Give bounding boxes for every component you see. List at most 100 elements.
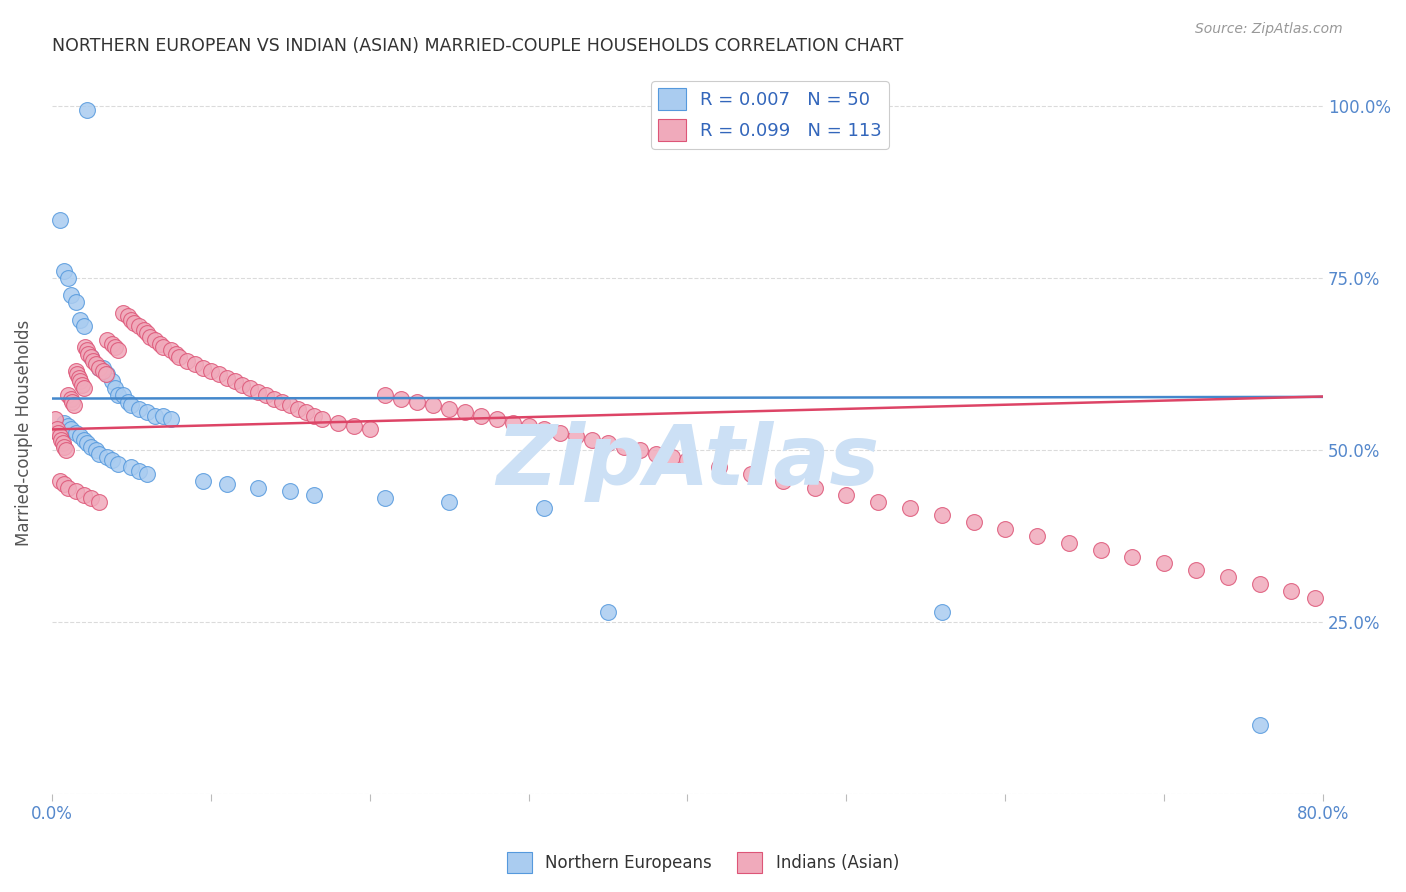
Point [437,494,460,508]
Point [470,409,492,423]
Point [52,436,75,450]
Point [69,375,91,389]
Point [1153,557,1175,571]
Point [63,399,86,413]
Point [136,467,159,482]
Point [224,375,246,389]
Point [48,212,70,227]
Point [65,484,87,499]
Point [56,419,79,434]
Point [215,477,238,491]
Point [117,309,139,323]
Point [613,440,636,454]
Point [565,429,588,443]
Point [176,353,198,368]
Point [740,467,762,482]
Point [1090,542,1112,557]
Point [72,488,94,502]
Point [533,422,555,436]
Point [502,416,524,430]
Point [661,450,683,464]
Point [374,491,396,506]
Point [628,443,651,458]
Point [302,409,325,423]
Point [596,605,619,619]
Point [91,360,114,375]
Y-axis label: Married-couple Households: Married-couple Households [15,319,32,546]
Point [160,412,183,426]
Point [62,395,84,409]
Point [107,457,129,471]
Point [89,446,111,460]
Point [247,481,270,495]
Point [69,429,91,443]
Point [107,388,129,402]
Point [44,412,66,426]
Point [80,440,103,454]
Point [51,433,73,447]
Point [406,395,429,409]
Point [76,436,98,450]
Point [136,405,159,419]
Point [772,474,794,488]
Point [124,316,146,330]
Point [278,399,301,413]
Point [53,477,76,491]
Point [94,368,117,382]
Point [263,392,285,406]
Point [247,384,270,399]
Point [422,399,444,413]
Point [96,368,118,382]
Point [59,392,82,406]
Point [271,395,294,409]
Point [96,333,118,347]
Point [69,312,91,326]
Point [80,491,103,506]
Point [128,464,150,478]
Point [91,364,114,378]
Point [89,360,111,375]
Point [53,440,76,454]
Legend: Northern Europeans, Indians (Asian): Northern Europeans, Indians (Asian) [501,846,905,880]
Point [59,288,82,302]
Point [231,377,253,392]
Point [55,443,77,458]
Point [533,501,555,516]
Text: ZipAtlas: ZipAtlas [496,421,879,502]
Point [149,336,172,351]
Point [104,340,127,354]
Point [207,368,229,382]
Point [326,416,349,430]
Point [76,343,98,358]
Point [70,377,93,392]
Point [77,347,100,361]
Point [59,422,82,436]
Point [485,412,508,426]
Point [167,351,190,365]
Point [84,443,107,458]
Point [136,326,159,341]
Point [120,460,142,475]
Point [215,371,238,385]
Point [120,399,142,413]
Point [1279,584,1302,599]
Point [1249,577,1271,591]
Point [343,419,366,434]
Point [96,450,118,464]
Point [437,401,460,416]
Point [66,368,89,382]
Point [287,401,309,416]
Point [45,422,67,436]
Point [104,381,127,395]
Point [1121,549,1143,564]
Point [311,412,333,426]
Point [56,388,79,402]
Point [53,416,76,430]
Point [75,340,97,354]
Text: NORTHERN EUROPEAN VS INDIAN (ASIAN) MARRIED-COUPLE HOUSEHOLDS CORRELATION CHART: NORTHERN EUROPEAN VS INDIAN (ASIAN) MARR… [52,37,903,55]
Point [1249,718,1271,732]
Point [191,360,214,375]
Point [278,484,301,499]
Point [120,312,142,326]
Point [160,343,183,358]
